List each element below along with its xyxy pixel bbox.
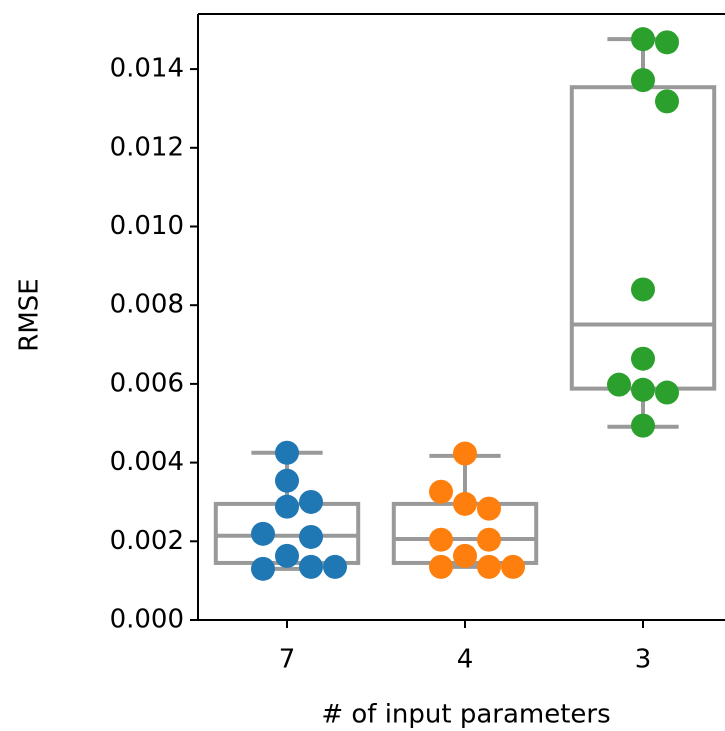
data-point xyxy=(251,521,275,546)
data-point xyxy=(299,489,323,514)
data-point xyxy=(429,479,453,504)
data-point xyxy=(631,27,655,52)
y-tick-label: 0.002 xyxy=(110,526,184,556)
data-point xyxy=(251,556,275,581)
y-tick-label: 0.014 xyxy=(110,54,184,84)
data-point xyxy=(429,527,453,552)
data-point xyxy=(275,468,299,493)
data-point xyxy=(429,554,453,579)
data-point xyxy=(655,380,679,405)
y-tick-label: 0.012 xyxy=(110,132,184,162)
data-point xyxy=(477,554,501,579)
data-point xyxy=(275,440,299,465)
y-tick-label: 0.008 xyxy=(110,290,184,320)
data-point xyxy=(453,543,477,568)
data-point xyxy=(275,543,299,568)
x-tick-label: 7 xyxy=(279,645,296,675)
box xyxy=(569,85,717,391)
data-point xyxy=(477,496,501,521)
data-point xyxy=(323,554,347,579)
data-point xyxy=(453,441,477,466)
y-tick-label: 0.004 xyxy=(110,447,184,477)
data-point xyxy=(453,491,477,516)
data-point xyxy=(299,554,323,579)
data-point xyxy=(631,277,655,302)
y-tick-label: 0.006 xyxy=(110,368,184,398)
y-tick-label: 0.010 xyxy=(110,211,184,241)
data-point xyxy=(631,413,655,438)
data-point xyxy=(299,524,323,549)
y-tick-label: 0.000 xyxy=(110,605,184,635)
x-tick-label: 3 xyxy=(635,645,652,675)
data-point xyxy=(631,346,655,371)
data-point xyxy=(501,554,525,579)
x-tick-label: 4 xyxy=(457,645,474,675)
data-point xyxy=(655,89,679,114)
data-point xyxy=(607,372,631,397)
data-point xyxy=(477,527,501,552)
axes-frame xyxy=(197,13,725,621)
data-point xyxy=(631,68,655,93)
data-point xyxy=(655,30,679,55)
y-axis-label: RMSE xyxy=(15,278,45,351)
x-axis-label: # of input parameters xyxy=(321,700,610,730)
data-point xyxy=(275,494,299,519)
data-point xyxy=(631,377,655,402)
